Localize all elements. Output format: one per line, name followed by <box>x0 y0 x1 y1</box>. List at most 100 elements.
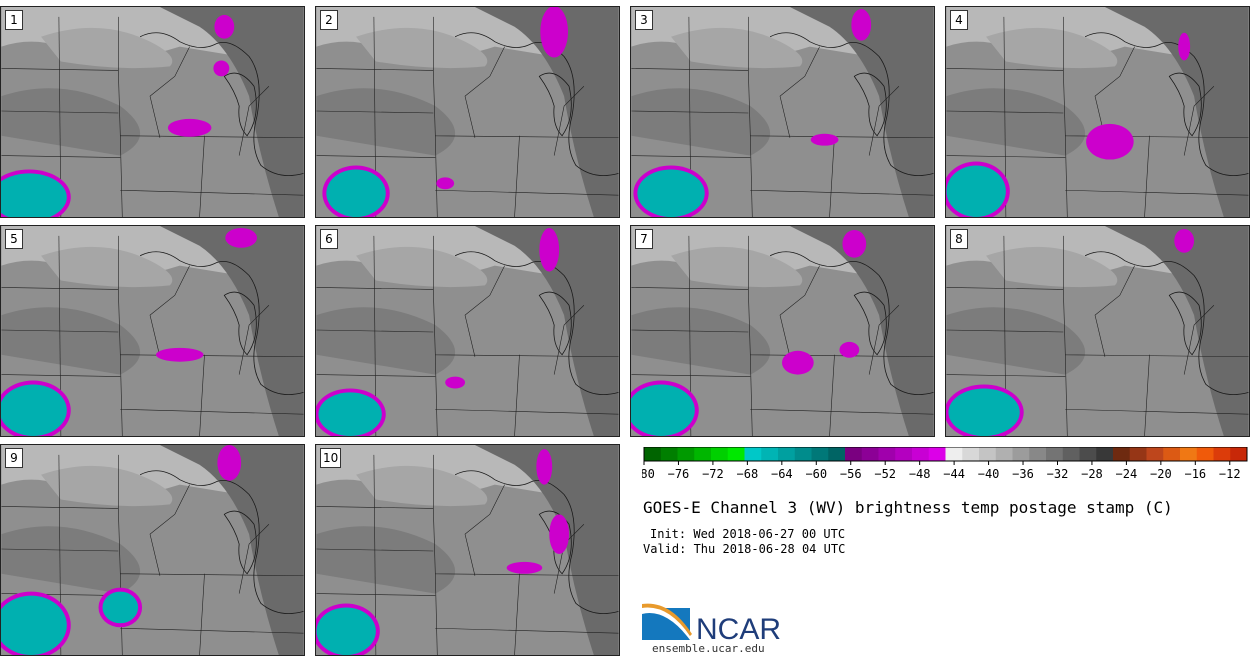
water-vapor-map <box>316 7 619 217</box>
colorbar-swatch <box>778 447 796 461</box>
state-border <box>464 484 505 576</box>
colorbar-swatch <box>711 447 729 461</box>
state-border <box>435 354 438 436</box>
lake-outline <box>538 72 572 137</box>
colorbar-swatch <box>1180 447 1198 461</box>
state-border <box>238 524 270 594</box>
cold-cloud-core <box>637 169 705 217</box>
state-border <box>868 86 900 156</box>
site-url: ensemble.ucar.edu <box>652 642 765 655</box>
state-border <box>631 155 751 158</box>
moist-patch <box>1 526 141 594</box>
colorbar-tick-label: −24 <box>1116 467 1138 481</box>
coastline <box>454 251 619 395</box>
colorbar-tick-label: −32 <box>1047 467 1069 481</box>
lake-outline <box>223 291 257 356</box>
cold-cloud-core <box>1 173 67 217</box>
water-vapor-map <box>1 226 304 436</box>
cold-cloud-core <box>1 384 67 436</box>
state-border <box>1065 189 1249 196</box>
member-label: 5 <box>5 229 23 249</box>
state-border <box>779 265 820 357</box>
coastline <box>139 251 304 395</box>
colorbar-tick-label: −52 <box>874 467 896 481</box>
state-border <box>1 110 119 114</box>
convective-cloud <box>536 448 553 485</box>
state-border <box>120 627 304 634</box>
moist-patch <box>631 307 771 375</box>
state-border <box>464 265 505 357</box>
state-border <box>1 155 121 158</box>
state-border <box>435 189 619 196</box>
moist-patch <box>946 88 1086 156</box>
member-label: 3 <box>635 10 653 30</box>
state-border <box>316 374 436 377</box>
convective-cloud <box>506 561 543 574</box>
state-border <box>316 287 619 358</box>
member-panel: 9 <box>0 444 305 656</box>
state-border <box>514 135 520 217</box>
state-border <box>1065 408 1249 415</box>
state-border <box>238 305 270 375</box>
cold-cloud-core <box>102 591 139 624</box>
colorbar-frame <box>643 447 1248 462</box>
lake-outline <box>223 72 257 137</box>
dry-patch <box>356 246 488 288</box>
convective-cloud <box>167 118 212 137</box>
state-border <box>1183 305 1215 375</box>
convective-cloud <box>1174 228 1195 253</box>
state-border <box>1 68 304 139</box>
member-label: 1 <box>5 10 23 30</box>
state-border <box>829 135 835 217</box>
colorbar-swatch <box>1213 447 1231 461</box>
state-border <box>316 110 434 114</box>
member-label: 6 <box>320 229 338 249</box>
colorbar-tick-label: −80 <box>642 467 655 481</box>
convective-cloud <box>851 8 872 41</box>
state-border <box>750 135 753 217</box>
colorbar-swatch <box>1012 447 1030 461</box>
state-border <box>1144 135 1150 217</box>
member-label: 4 <box>950 10 968 30</box>
member-panel: 3 <box>630 6 935 218</box>
state-border <box>120 408 304 415</box>
state-border <box>120 135 123 217</box>
moist-band <box>159 226 304 436</box>
moist-band <box>474 226 619 436</box>
cold-cloud-core <box>631 384 695 436</box>
cold-cloud-core <box>946 165 1006 217</box>
moist-band <box>159 7 304 217</box>
state-border <box>750 354 753 436</box>
colorbar-swatch <box>744 447 762 461</box>
state-border <box>464 46 505 138</box>
member-label: 8 <box>950 229 968 249</box>
lake-outline <box>1168 72 1202 137</box>
coastline <box>769 251 934 395</box>
state-border <box>631 329 749 333</box>
colorbar-swatch <box>677 447 695 461</box>
dry-patch <box>41 246 173 288</box>
state-border <box>946 287 1249 358</box>
state-border <box>946 68 1249 139</box>
state-border <box>1065 354 1068 436</box>
colorbar-swatch <box>1230 447 1248 461</box>
state-border <box>631 287 934 358</box>
cold-cloud-core <box>316 607 376 655</box>
moist-band <box>789 7 934 217</box>
colorbar-swatch <box>995 447 1013 461</box>
colorbar-swatch <box>727 447 745 461</box>
state-border <box>435 408 619 415</box>
state-border <box>435 627 619 634</box>
member-panel: 2 <box>315 6 620 218</box>
state-border <box>829 354 835 436</box>
colorbar-tick-label: −48 <box>909 467 931 481</box>
state-border <box>316 68 619 139</box>
dry-patch <box>671 246 803 288</box>
colorbar-swatch <box>1163 447 1181 461</box>
state-border <box>1 329 119 333</box>
coastline <box>769 32 934 176</box>
state-border <box>631 110 749 114</box>
state-border <box>435 135 438 217</box>
convective-cloud <box>436 177 455 190</box>
state-border <box>316 506 619 577</box>
